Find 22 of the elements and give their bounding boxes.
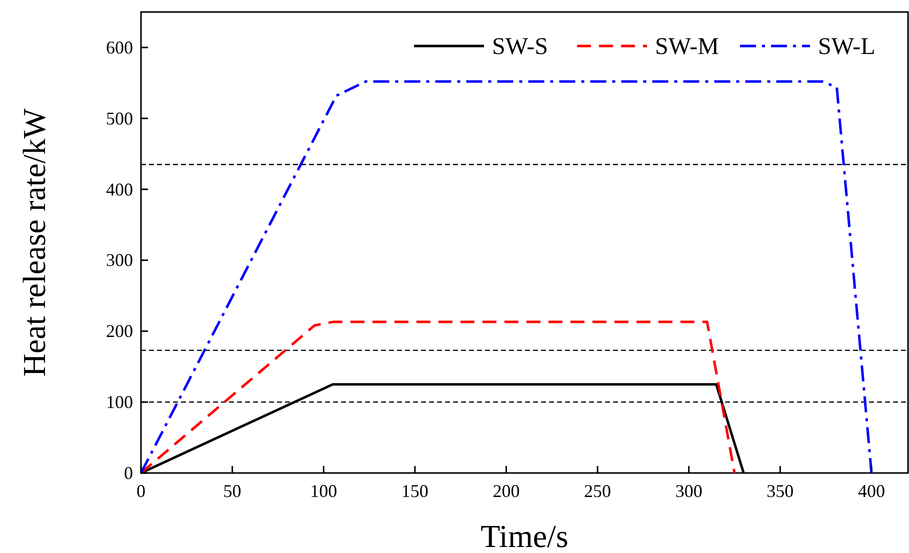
y-tick-label: 100	[106, 392, 133, 412]
line-series	[140, 80, 873, 474]
x-tick-label: 350	[766, 481, 794, 501]
x-tick-label: 50	[223, 481, 242, 501]
legend-label: SW-L	[818, 34, 876, 60]
x-tick-label: 300	[675, 481, 702, 501]
x-tick-label: 250	[584, 481, 612, 501]
y-tick-label: 400	[106, 179, 133, 200]
y-tick-label: 0	[124, 463, 133, 483]
y-tick-label: 300	[106, 250, 133, 270]
y-axis-title: Heat release rate/kW	[16, 108, 52, 377]
legend-label: SW-S	[492, 34, 548, 60]
x-tick-label: 400	[858, 481, 885, 501]
x-tick-label: 200	[492, 481, 520, 501]
x-tick-label: 100	[310, 481, 338, 501]
x-tick-label: 150	[401, 481, 428, 501]
y-tick-label: 600	[106, 37, 133, 58]
x-axis-title: Time/s	[480, 518, 568, 553]
x-tick-label: 0	[136, 481, 146, 501]
legend-label: SW-M	[655, 34, 720, 60]
y-tick-label: 500	[106, 108, 133, 128]
y-tick-label: 200	[106, 321, 133, 342]
